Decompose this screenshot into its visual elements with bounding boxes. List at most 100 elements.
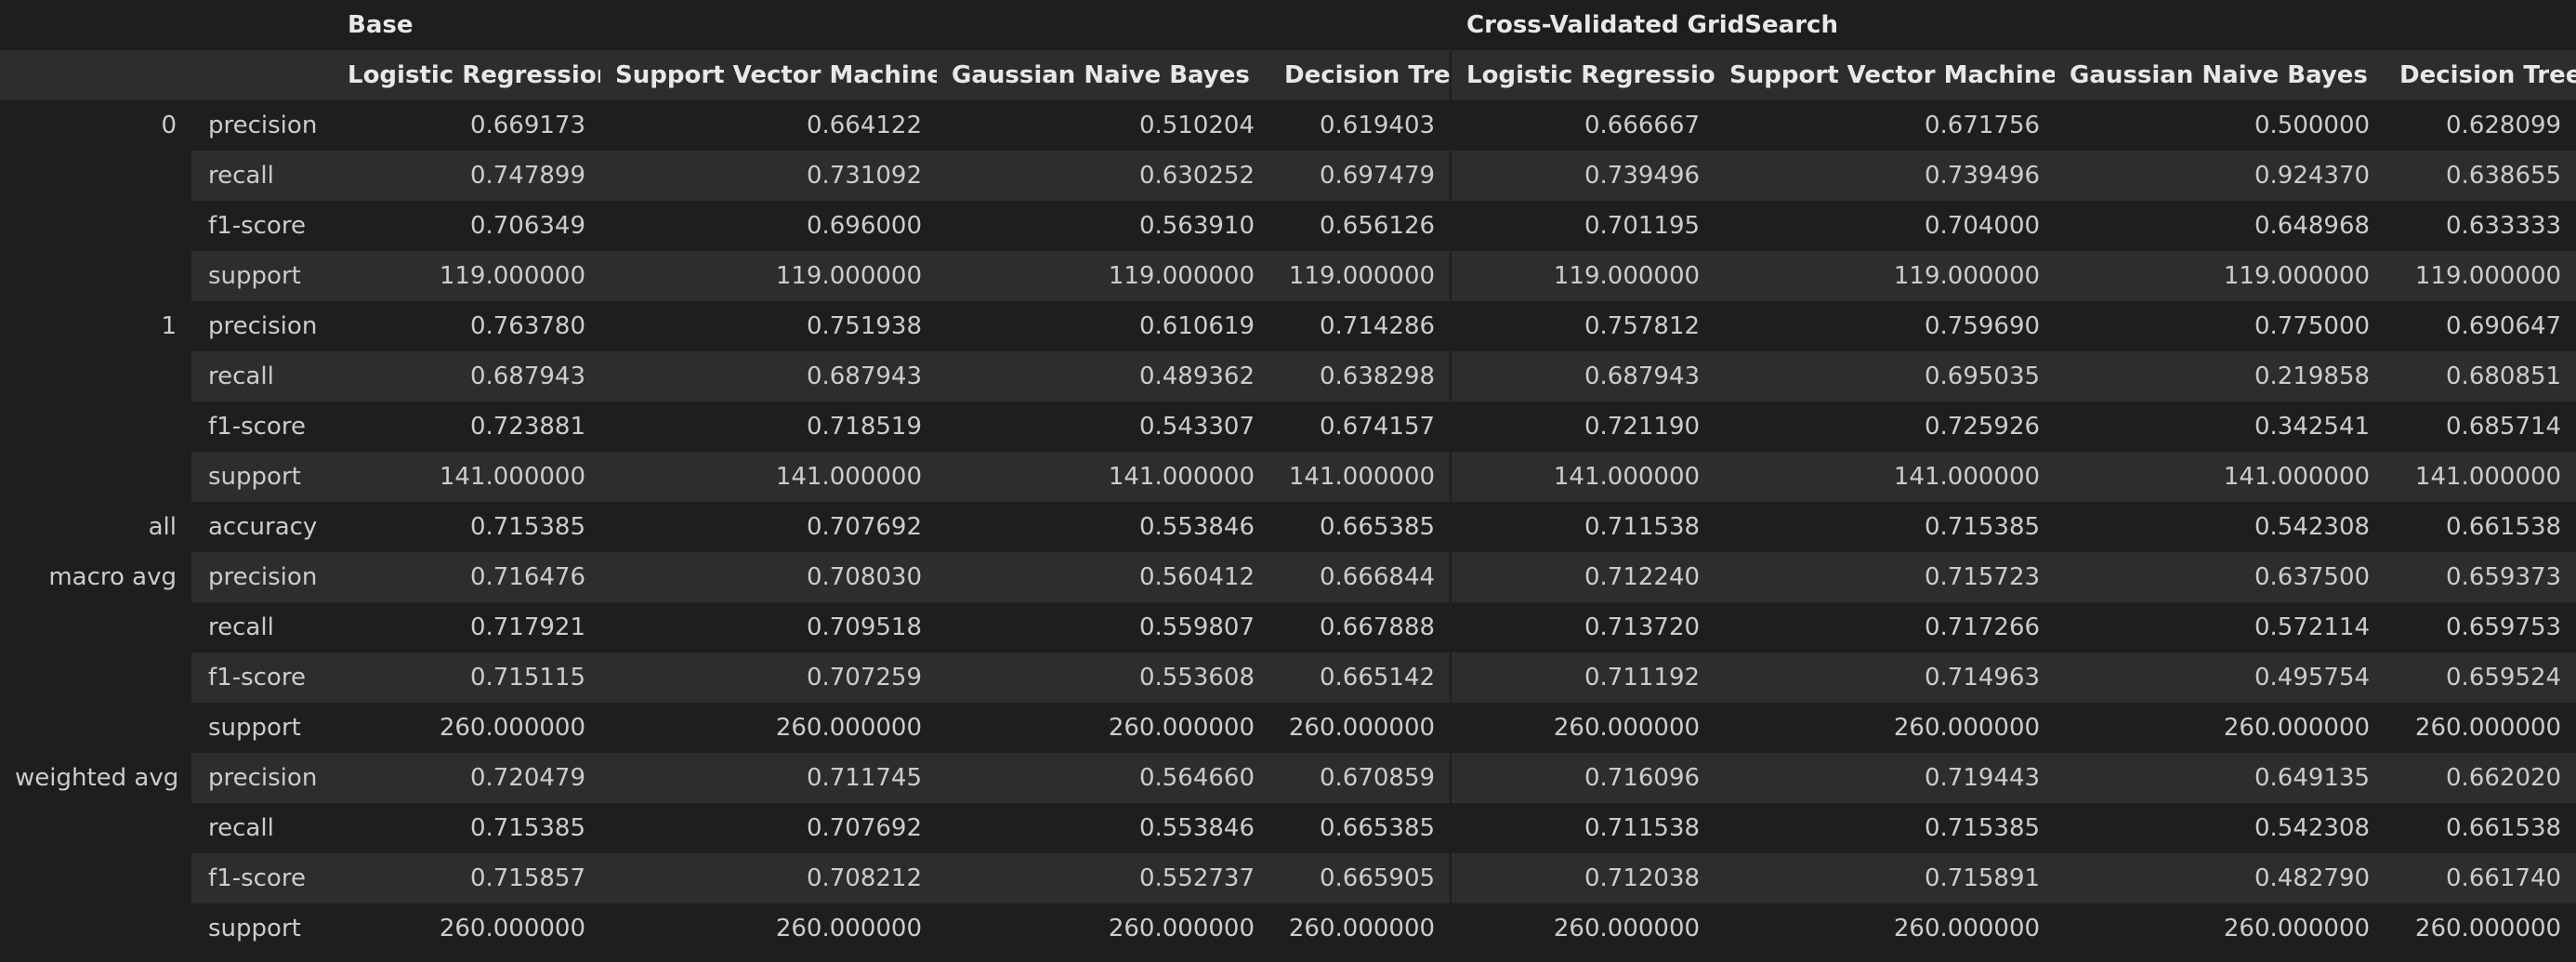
value-cell: 0.659753 — [2385, 602, 2576, 652]
value-cell: 0.633333 — [2385, 201, 2576, 251]
metric-label: recall — [191, 602, 333, 652]
row-group-label: weighted avg — [0, 753, 191, 954]
corner-cell — [191, 0, 333, 50]
value-cell: 260.000000 — [2055, 903, 2385, 954]
metric-label: recall — [191, 803, 333, 853]
value-cell: 260.000000 — [1269, 903, 1452, 954]
value-cell: 0.715385 — [1715, 803, 2056, 853]
value-cell: 0.715891 — [1715, 853, 2056, 903]
value-cell: 0.708030 — [600, 552, 937, 602]
row-group-label: 1 — [0, 301, 191, 502]
metric-label: accuracy — [191, 502, 333, 552]
value-cell: 0.219858 — [2055, 351, 2385, 402]
value-cell: 119.000000 — [600, 251, 937, 301]
value-cell: 260.000000 — [600, 703, 937, 753]
value-cell: 0.482790 — [2055, 853, 2385, 903]
table-row: recall 0.717921 0.709518 0.559807 0.667888 0.… — [0, 602, 2576, 652]
value-cell: 0.717921 — [333, 602, 600, 652]
value-cell: 0.712240 — [1450, 552, 1715, 602]
value-cell: 0.707692 — [600, 803, 937, 853]
group-header-base: Base — [333, 0, 1452, 50]
table-row: support 141.000000 141.000000 141.000000 141… — [0, 452, 2576, 502]
column-header: Logistic Regression — [333, 50, 600, 100]
value-cell: 0.559807 — [937, 602, 1269, 652]
value-cell: 0.619403 — [1269, 100, 1452, 151]
value-cell: 0.553608 — [937, 652, 1269, 703]
value-cell: 0.666844 — [1269, 552, 1452, 602]
value-cell: 141.000000 — [1269, 452, 1452, 502]
metric-label: precision — [191, 552, 333, 602]
metric-label: f1-score — [191, 402, 333, 452]
table-row: 0 precision 0.669173 0.664122 0.510204 0.6194… — [0, 100, 2576, 301]
value-cell: 0.662020 — [2385, 753, 2576, 803]
value-cell: 260.000000 — [1715, 703, 2056, 753]
value-cell: 0.664122 — [600, 100, 937, 151]
value-cell: 0.553846 — [937, 803, 1269, 853]
value-cell: 0.721190 — [1450, 402, 1715, 452]
value-cell: 0.628099 — [2385, 100, 2576, 151]
table-row: support 260.000000 260.000000 260.000000 260… — [0, 703, 2576, 753]
value-cell: 0.739496 — [1715, 151, 2056, 201]
value-cell: 0.713720 — [1450, 602, 1715, 652]
value-cell: 0.711538 — [1450, 502, 1715, 552]
value-cell: 0.725926 — [1715, 402, 2056, 452]
header-row-models: Logistic Regression Support Vector Machi… — [0, 50, 2576, 100]
metric-label: precision — [191, 100, 333, 151]
value-cell: 260.000000 — [1450, 703, 1715, 753]
value-cell: 119.000000 — [937, 251, 1269, 301]
value-cell: 0.709518 — [600, 602, 937, 652]
value-cell: 0.495754 — [2055, 652, 2385, 703]
value-cell: 119.000000 — [333, 251, 600, 301]
metric-label: f1-score — [191, 652, 333, 703]
value-cell: 0.666667 — [1450, 100, 1715, 151]
value-cell: 0.715723 — [1715, 552, 2056, 602]
value-cell: 260.000000 — [333, 903, 600, 954]
value-cell: 0.669173 — [333, 100, 600, 151]
value-cell: 141.000000 — [1715, 452, 2056, 502]
header-row-groups: Base Cross-Validated GridSearch — [0, 0, 2576, 50]
value-cell: 0.610619 — [937, 301, 1269, 351]
value-cell: 119.000000 — [1269, 251, 1452, 301]
value-cell: 0.715115 — [333, 652, 600, 703]
value-cell: 0.707692 — [600, 502, 937, 552]
value-cell: 0.759690 — [1715, 301, 2056, 351]
value-cell: 141.000000 — [1450, 452, 1715, 502]
table-row: support 260.000000 260.000000 260.000000 260… — [0, 903, 2576, 954]
column-header: Logistic Regression — [1450, 50, 1715, 100]
value-cell: 0.542308 — [2055, 803, 2385, 853]
value-cell: 0.706349 — [333, 201, 600, 251]
value-cell: 119.000000 — [2385, 251, 2576, 301]
value-cell: 0.712038 — [1450, 853, 1715, 903]
metric-label: support — [191, 703, 333, 753]
value-cell: 0.630252 — [937, 151, 1269, 201]
corner-cell — [191, 50, 333, 100]
value-cell: 0.659524 — [2385, 652, 2576, 703]
value-cell: 141.000000 — [937, 452, 1269, 502]
value-cell: 141.000000 — [333, 452, 600, 502]
value-cell: 0.763780 — [333, 301, 600, 351]
value-cell: 0.704000 — [1715, 201, 2056, 251]
column-header: Support Vector Machine — [1715, 50, 2056, 100]
column-header: Decision Tree — [2385, 50, 2576, 100]
value-cell: 0.751938 — [600, 301, 937, 351]
value-cell: 0.572114 — [2055, 602, 2385, 652]
value-cell: 0.711745 — [600, 753, 937, 803]
value-cell: 0.716096 — [1450, 753, 1715, 803]
value-cell: 260.000000 — [937, 703, 1269, 753]
value-cell: 260.000000 — [1450, 903, 1715, 954]
value-cell: 0.715385 — [333, 803, 600, 853]
corner-cell — [0, 0, 191, 50]
value-cell: 0.716476 — [333, 552, 600, 602]
metric-label: support — [191, 903, 333, 954]
value-cell: 119.000000 — [2055, 251, 2385, 301]
value-cell: 0.690647 — [2385, 301, 2576, 351]
value-cell: 0.696000 — [600, 201, 937, 251]
value-cell: 0.687943 — [333, 351, 600, 402]
table-row: recall 0.715385 0.707692 0.553846 0.665385 0.… — [0, 803, 2576, 853]
value-cell: 0.924370 — [2055, 151, 2385, 201]
value-cell: 0.747899 — [333, 151, 600, 201]
value-cell: 0.715385 — [333, 502, 600, 552]
column-header: Gaussian Naive Bayes — [937, 50, 1269, 100]
metric-label: precision — [191, 301, 333, 351]
